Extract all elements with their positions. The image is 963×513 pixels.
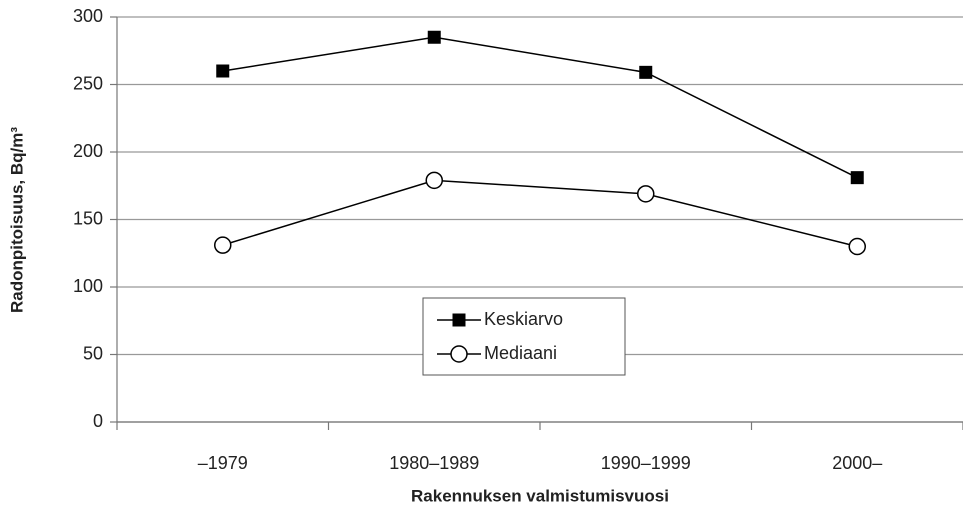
legend-label: Mediaani: [484, 343, 557, 363]
marker: [427, 30, 441, 44]
x-tick-label: –1979: [198, 453, 248, 473]
marker: [637, 185, 655, 203]
y-tick-label: 200: [73, 141, 103, 161]
marker: [848, 237, 866, 256]
y-tick-label: 150: [73, 208, 103, 228]
marker: [214, 236, 232, 254]
marker: [425, 171, 443, 190]
y-tick-label: 300: [73, 6, 103, 26]
y-tick-label: 100: [73, 276, 103, 296]
x-tick-label: 1980–1989: [389, 453, 479, 473]
marker: [850, 171, 864, 185]
series-line: [222, 179, 858, 248]
marker: [452, 313, 466, 327]
y-axis-title: Radonpitoisuus, Bq/m³: [7, 127, 26, 313]
marker: [639, 65, 653, 79]
marker: [450, 345, 468, 363]
series-line: [222, 36, 858, 179]
x-axis-title: Rakennuksen valmistumisvuosi: [411, 486, 669, 505]
y-tick-label: 250: [73, 73, 103, 93]
x-tick-label: 2000–: [832, 453, 882, 473]
x-tick-label: 1990–1999: [601, 453, 691, 473]
legend-label: Keskiarvo: [484, 309, 563, 329]
y-tick-label: 0: [93, 411, 103, 431]
y-tick-label: 50: [83, 343, 103, 363]
marker: [216, 64, 230, 78]
